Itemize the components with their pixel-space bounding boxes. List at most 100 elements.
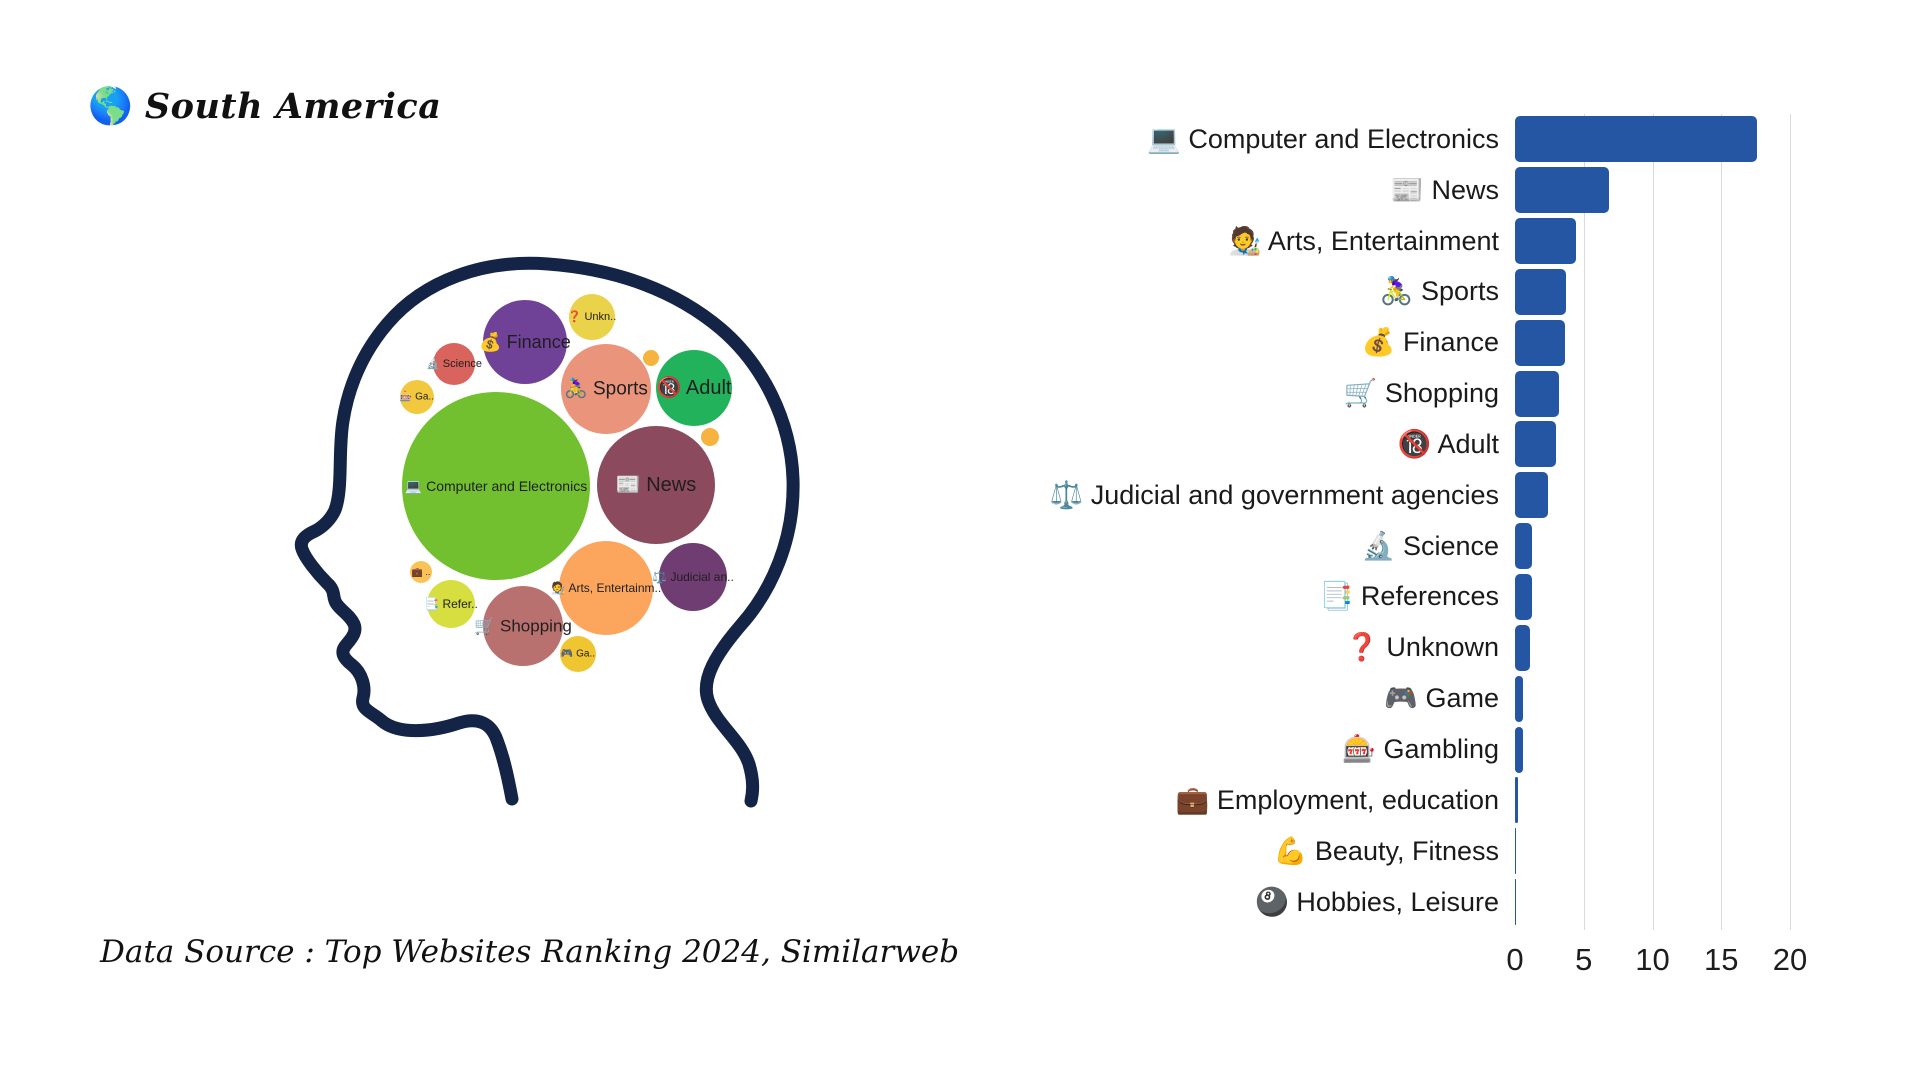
bubble-label-gambling: 🎰 Ga.. (400, 390, 434, 403)
employment-education-icon: 💼 (1175, 784, 1210, 816)
bar-label-text: Judicial and government agencies (1083, 479, 1499, 510)
bar-sports (1515, 268, 1566, 315)
shopping-icon: 🛒 (1343, 378, 1378, 410)
bar-row-shopping: 🛒 Shopping (955, 368, 1905, 419)
science-icon: 🔬 (1361, 530, 1396, 562)
bubble-finance (483, 300, 567, 384)
page-title: South America (144, 86, 442, 127)
bar-row-gambling: 🎰 Gambling (955, 724, 1905, 775)
bar-row-judicial-and-government-agencies: ⚖️ Judicial and government agencies (955, 470, 1905, 521)
chart-gridlines (1515, 114, 1860, 930)
bar-label-gambling: 🎰 Gambling (955, 734, 1515, 765)
bubble-unknown (569, 294, 615, 340)
bubble-label-employment-education: 💼 .. (412, 567, 431, 577)
bar-row-sports: 🚴‍♀️ Sports (955, 267, 1905, 318)
bar-row-arts-entertainment: 🧑‍🎨 Arts, Entertainment (955, 216, 1905, 267)
bar-label-adult: 🔞 Adult (955, 429, 1515, 460)
bar-label-text: References (1353, 581, 1499, 612)
hobbies-leisure-icon: 🎱 (1255, 886, 1289, 918)
bubble-label-science: 🔬 Science (426, 356, 482, 370)
bar-finance (1515, 319, 1565, 366)
bubble-layer: 💻 Computer and Electronics 📰 News 🧑‍🎨 Arts… (400, 294, 734, 672)
bar-row-references: 📑 References (955, 572, 1905, 623)
bar-gambling (1515, 726, 1523, 773)
x-tick-5: 5 (1575, 942, 1593, 977)
bubble-computer-and-electronics (402, 392, 590, 580)
bubble-adult (656, 350, 732, 426)
globe-americas-icon: 🌎 (88, 85, 133, 127)
gridline-5 (1583, 114, 1585, 930)
finance-icon: 💰 (1361, 327, 1396, 359)
bar-arts-entertainment (1515, 218, 1576, 265)
adult-icon: 🔞 (1397, 428, 1432, 460)
bar-employment-education (1515, 777, 1519, 824)
bar-label-arts-entertainment: 🧑‍🎨 Arts, Entertainment (955, 226, 1515, 257)
bubble-label-news: 📰 News (616, 474, 696, 496)
arts-entertainment-icon: 🧑‍🎨 (1228, 225, 1262, 257)
gridline-10 (1652, 114, 1654, 930)
bar-science (1515, 523, 1532, 570)
bar-label-news: 📰 News (955, 175, 1515, 206)
bubble-judicial-and-government-agencies (659, 543, 727, 611)
bar-label-references: 📑 References (955, 581, 1515, 612)
bar-unknown (1515, 624, 1531, 671)
bar-label-text: Adult (1431, 428, 1499, 459)
header: 🌎 South America (88, 86, 441, 127)
x-tick-0: 0 (1506, 942, 1524, 977)
head-profile-outline (294, 256, 800, 808)
bar-label-text: Shopping (1377, 378, 1499, 409)
bubble-sports (561, 344, 651, 434)
bubble-label-arts-entertainment: 🧑‍🎨 Arts, Entertainm.. (551, 580, 661, 595)
bubble-label-adult: 🔞 Adult (657, 375, 732, 399)
gridline-15 (1721, 114, 1723, 930)
bar-computer-and-electronics (1515, 116, 1757, 163)
bar-label-game: 🎮 Game (955, 683, 1515, 714)
bar-label-science: 🔬 Science (955, 531, 1515, 562)
bubble-beauty-fitness (701, 428, 719, 446)
bar-row-hobbies-leisure: 🎱 Hobbies, Leisure (955, 877, 1905, 928)
bar-label-computer-and-electronics: 💻 Computer and Electronics (955, 124, 1515, 155)
bar-label-unknown: ❓ Unknown (955, 632, 1515, 663)
bar-row-employment-education: 💼 Employment, education (955, 775, 1905, 826)
bubble-game (560, 636, 596, 672)
bar-hobbies-leisure (1515, 879, 1516, 926)
bubble-label-finance: 💰 Finance (479, 331, 570, 353)
bar-row-game: 🎮 Game (955, 673, 1905, 724)
bar-row-beauty-fitness: 💪 Beauty, Fitness (955, 826, 1905, 877)
bar-news (1515, 167, 1609, 214)
bubble-label-sports: 🚴‍♀️ Sports (564, 377, 648, 400)
bubble-news (597, 426, 715, 544)
bar-label-employment-education: 💼 Employment, education (955, 785, 1515, 816)
bubble-hobbies-leisure (643, 350, 659, 366)
bar-shopping (1515, 370, 1559, 417)
bar-label-text: Beauty, Fitness (1307, 835, 1499, 866)
bar-row-computer-and-electronics: 💻 Computer and Electronics (955, 114, 1905, 165)
bubble-shopping (483, 586, 563, 666)
bar-judicial-and-government-agencies (1515, 472, 1548, 519)
gambling-icon: 🎰 (1342, 734, 1376, 766)
beauty-fitness-icon: 💪 (1273, 835, 1308, 867)
bar-row-science: 🔬 Science (955, 521, 1905, 572)
data-source-note: Data Source : Top Websites Ranking 2024,… (100, 934, 960, 970)
bubble-references (427, 580, 475, 628)
bar-game (1515, 675, 1524, 722)
judicial-and-government-agencies-icon: ⚖️ (1049, 479, 1084, 511)
bar-label-text: Finance (1395, 327, 1499, 358)
bubble-label-judicial-and-government-agencies: ⚖️ Judicial an.. (652, 570, 734, 584)
sports-icon: 🚴‍♀️ (1379, 276, 1414, 308)
bar-row-news: 📰 News (955, 165, 1905, 216)
bar-references (1515, 574, 1532, 621)
bar-row-adult: 🔞 Adult (955, 419, 1905, 470)
bar-row-finance: 💰 Finance (955, 317, 1905, 368)
bubble-science (433, 343, 475, 385)
bar-label-text: Science (1395, 530, 1499, 561)
bubble-label-computer-and-electronics: 💻 Computer and Electronics (405, 478, 587, 495)
references-icon: 📑 (1319, 581, 1354, 613)
computer-and-electronics-icon: 💻 (1147, 123, 1181, 155)
bar-label-judicial-and-government-agencies: ⚖️ Judicial and government agencies (955, 480, 1515, 511)
bar-label-shopping: 🛒 Shopping (955, 378, 1515, 409)
gridline-20 (1790, 114, 1791, 930)
bubble-label-shopping: 🛒 Shopping (474, 616, 572, 636)
